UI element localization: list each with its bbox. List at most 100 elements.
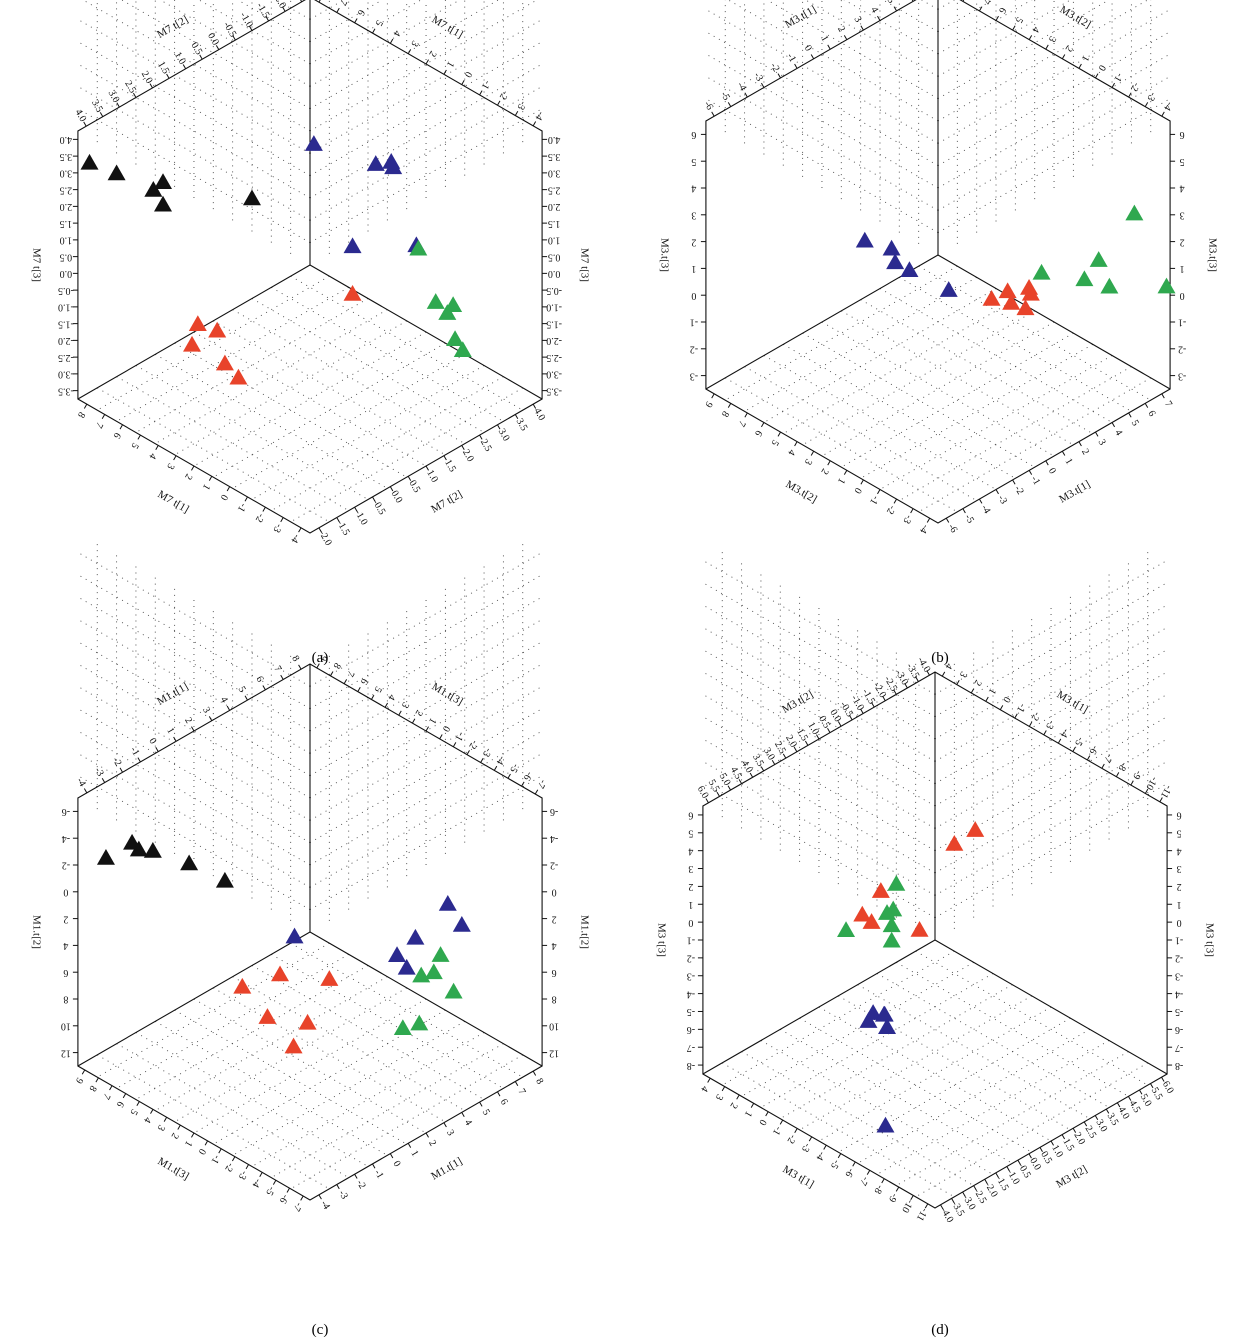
- blue-triangle-point: [875, 1005, 894, 1022]
- tick-mark: [163, 1116, 168, 1122]
- tick-label: -4: [550, 833, 558, 844]
- tick-label: 0.5: [189, 41, 205, 57]
- black-triangle-point: [123, 833, 142, 850]
- tick-mark: [761, 82, 765, 88]
- tick-label: 2: [182, 716, 194, 726]
- tick-mark: [480, 757, 484, 763]
- tick-mark: [282, 6, 286, 12]
- tick-label: -1: [690, 317, 698, 328]
- tick-mark: [827, 728, 831, 733]
- green-triangle-point: [882, 931, 901, 948]
- green-triangle-point: [424, 963, 443, 980]
- tick-label: 7: [736, 419, 748, 429]
- tick-mark: [985, 696, 989, 702]
- tick-label: -7: [1175, 1042, 1183, 1053]
- tick-label: -2: [62, 860, 70, 871]
- tick-label: 2: [1177, 881, 1182, 892]
- axis-label: M3.t[1]: [1057, 478, 1092, 505]
- tick-label: 7: [1162, 399, 1174, 409]
- tick-label: 2: [818, 466, 830, 476]
- tick-label: -2: [253, 511, 267, 524]
- tick-label: 3: [1177, 863, 1182, 874]
- axis-label: M7 t[3]: [579, 248, 591, 282]
- tick-mark: [1101, 763, 1105, 769]
- tick-label: 9: [702, 399, 714, 409]
- tick-mark: [945, 517, 950, 523]
- tick-label: -7: [1101, 752, 1115, 765]
- black-triangle-point: [180, 854, 199, 871]
- axis-label: M3 t[3]: [1204, 923, 1216, 957]
- tick-mark: [286, 1187, 290, 1193]
- left-axis: -6 -4 -2 0 2 4 6 8 10 12 M1.t[2]: [30, 806, 78, 1058]
- tick-label: 2: [552, 913, 557, 924]
- tick-mark: [1139, 1089, 1143, 1095]
- tick-mark: [521, 781, 525, 787]
- tick-label: 3: [1096, 437, 1108, 447]
- tick-mark: [389, 486, 394, 492]
- tick-mark: [81, 1069, 86, 1075]
- tick-mark: [389, 1153, 394, 1159]
- tick-mark: [425, 59, 429, 65]
- cube-frame: [702, 671, 1168, 1209]
- blue-triangle-point: [304, 135, 323, 151]
- tick-label: -1: [687, 935, 695, 946]
- tick-label: 5: [1177, 828, 1182, 839]
- tick-label: -1: [453, 730, 467, 743]
- tick-mark: [389, 38, 394, 44]
- tick-label: -4: [735, 80, 749, 93]
- tick-mark: [218, 1148, 222, 1154]
- tick-label: -3: [92, 766, 106, 779]
- tick-mark: [794, 441, 798, 447]
- tick-label: -5: [687, 1006, 695, 1017]
- red-triangle-point: [284, 1037, 303, 1054]
- black-triangle-point: [144, 181, 163, 197]
- tick-label: 0: [552, 887, 557, 898]
- tick-label: -3: [480, 746, 494, 759]
- axis-label: M1.t[3]: [156, 1155, 191, 1182]
- tick-mark: [1039, 1147, 1043, 1152]
- blue-triangle-point: [285, 927, 304, 944]
- tick-mark: [166, 73, 170, 79]
- tick-label: 1: [164, 726, 176, 736]
- green-triangle-point: [393, 1019, 412, 1035]
- tick-label: 5: [688, 828, 693, 839]
- tick-mark: [1086, 755, 1091, 761]
- tick-label: 3.0: [548, 168, 561, 179]
- tick-mark: [765, 1111, 769, 1117]
- tick-mark: [1014, 713, 1018, 719]
- panel-b: -6-5-4-3-2-101234567M3.t[1]9876543210-1-…: [658, 0, 1219, 535]
- tick-mark: [439, 734, 443, 740]
- floor-grid: [97, 275, 523, 523]
- green-triangle-point: [444, 982, 463, 999]
- tick-label: 0: [218, 492, 230, 502]
- tick-mark: [1045, 460, 1049, 466]
- tick-label: -2: [110, 755, 124, 768]
- tick-label: 4.0: [1116, 1105, 1132, 1121]
- tick-mark: [177, 1124, 181, 1130]
- tick-label: -8: [1175, 1060, 1183, 1071]
- tick-label: 8: [289, 654, 301, 664]
- tick-mark: [461, 80, 465, 85]
- tick-label: -1: [1178, 317, 1186, 328]
- tick-label: 3: [852, 15, 864, 25]
- red-triangle-point: [298, 1013, 317, 1030]
- tick-mark: [461, 1112, 465, 1117]
- tick-mark: [877, 489, 881, 495]
- tick-label: 8: [552, 994, 557, 1005]
- tick-label: -1.5: [546, 318, 562, 329]
- blue-triangle-point: [384, 158, 403, 175]
- tick-label: 8: [63, 994, 68, 1005]
- tick-mark: [843, 470, 848, 475]
- tick-label: -5: [718, 90, 732, 103]
- tick-mark: [497, 1091, 501, 1097]
- tick-label: 4: [1180, 183, 1185, 194]
- tick-mark: [425, 1132, 429, 1138]
- tick-label: 2: [426, 1138, 438, 1148]
- tick-label: 5.0: [1138, 1092, 1154, 1108]
- tick-mark: [782, 753, 787, 759]
- black-triangle-point: [154, 195, 173, 212]
- tick-label: 2.0: [60, 201, 73, 212]
- tick-mark: [816, 734, 820, 740]
- tick-mark: [298, 527, 302, 533]
